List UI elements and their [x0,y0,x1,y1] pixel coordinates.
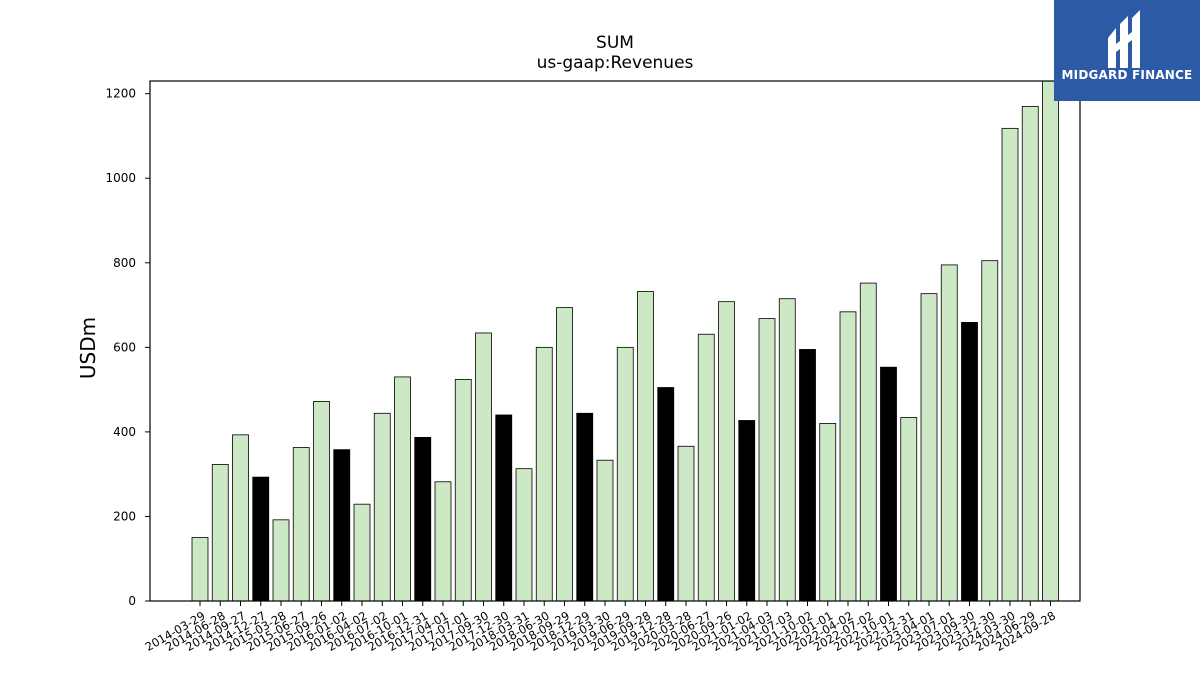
bar-2022-04-02 [839,311,857,602]
bar-2015-03-28 [272,519,290,602]
bar-2014-12-27 [252,476,270,602]
bar-2019-09-28 [637,291,654,602]
x-axis: 2014-03-292014-06-282014-09-272014-12-27… [143,601,1058,654]
bar-2024-09-28 [1042,80,1059,602]
bar-2022-01-01 [819,423,837,602]
bar-2019-03-30 [596,459,614,602]
chart-title: SUM [596,33,634,53]
bar-2018-03-31 [515,468,533,602]
y-tick-label: 0 [128,594,136,608]
bar-2017-09-30 [475,332,492,602]
y-tick-label: 800 [113,256,136,270]
bar-2021-04-03 [758,318,776,602]
y-tick-label: 1000 [105,171,136,185]
y-tick-label: 1200 [105,87,136,101]
bar-2016-04-02 [353,503,371,602]
bar-2016-12-31 [414,436,432,602]
y-tick-label: 200 [113,509,136,523]
bar-2024-06-29 [1021,105,1039,602]
bar-2015-09-26 [313,401,330,602]
y-axis: 0 200 400 600 800 1000 1200 [105,87,150,608]
bar-2018-12-29 [576,412,594,602]
brand-logo: MIDGARD FINANCE [1054,0,1200,101]
bar-2021-07-03 [778,298,796,602]
bar-2019-06-29 [616,346,634,602]
bar-2022-07-02 [859,282,877,602]
chart-subtitle: us-gaap:Revenues [536,53,694,73]
bar-2015-06-27 [292,447,310,602]
y-tick-label: 600 [113,340,136,354]
y-tick-label: 400 [113,425,136,439]
bar-2020-03-28 [677,445,695,602]
bar-2024-03-30 [1001,127,1019,602]
bar-2016-10-01 [394,376,411,602]
bar-2021-10-02 [799,349,816,602]
bar-2014-06-28 [211,464,229,602]
brand-name: MIDGARD FINANCE [1061,68,1193,82]
bar-2017-12-30 [495,414,513,602]
bar-2020-09-26 [718,301,735,602]
bar-2023-04-01 [920,293,938,602]
midgard-logo-icon [1108,10,1140,68]
bar-2014-09-27 [232,434,249,602]
bar-2023-12-30 [981,260,999,602]
y-axis-label: USDm [76,317,100,379]
bar-2016-07-02 [373,412,391,602]
bar-2020-06-27 [697,333,715,602]
bar-2019-12-28 [657,387,675,602]
bar-2021-01-02 [738,420,756,602]
bar-2018-09-29 [556,307,573,602]
plot-frame [149,80,1081,602]
bar-2017-07-01 [454,379,472,602]
bars-group [191,80,1059,602]
bar-2022-10-01 [880,366,897,602]
bar-2018-06-30 [535,346,553,602]
bar-2017-04-01 [434,481,452,602]
bar-2016-01-02 [333,449,351,602]
bar-2014-03-29 [191,537,209,602]
bar-2022-12-31 [900,417,918,602]
bar-2023-07-01 [940,264,958,602]
bar-2023-09-30 [961,321,978,602]
